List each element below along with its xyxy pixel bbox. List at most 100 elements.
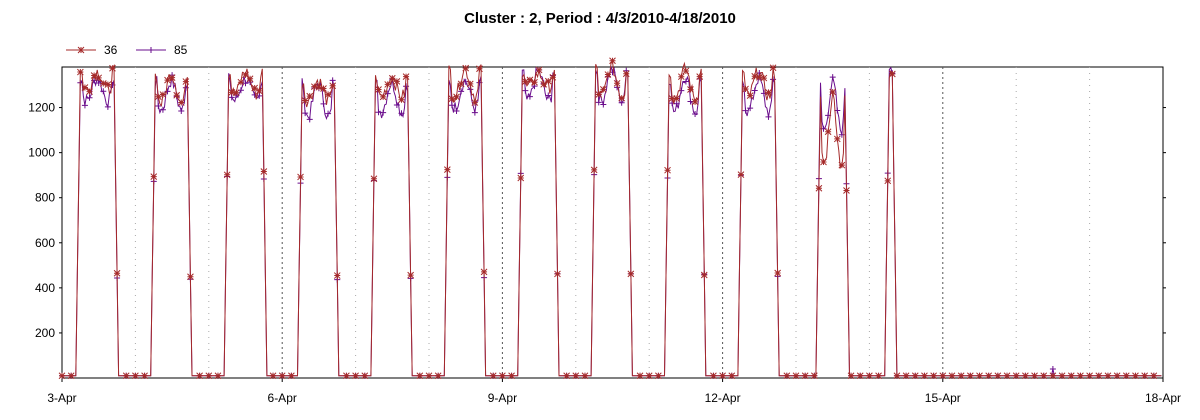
series-point-36 [58,372,66,380]
series-point-36 [90,72,98,79]
series-point-85 [306,116,313,123]
series-point-36 [677,73,685,81]
series-point-36 [755,73,763,81]
series-point-36 [710,372,717,380]
series-point-36 [801,372,809,380]
series-point-36 [508,372,515,380]
series-point-85 [86,94,93,101]
y-tick-label: 800 [35,191,55,205]
series-point-36 [581,372,589,380]
series-point-36 [288,372,295,380]
series-point-85 [228,94,235,101]
series-point-36 [278,372,286,380]
series-point-36 [655,372,662,380]
series-point-36 [246,75,254,83]
x-tick-label: 9-Apr [488,391,517,405]
series-point-85 [453,107,460,114]
series-point-36 [462,64,470,72]
series-point-85 [595,99,602,106]
series-point-36 [416,372,424,380]
series-point-36 [599,86,607,93]
x-tick-label: 18-Apr [1145,391,1181,405]
series-point-36 [297,173,304,181]
series-point-85 [751,87,758,94]
series-point-36 [466,80,474,88]
series-point-36 [535,66,543,74]
series-point-36 [113,269,121,277]
series-point-36 [1132,372,1139,380]
series-point-36 [994,372,1002,380]
series-point-36 [774,269,782,277]
series-point-85 [320,100,327,107]
series-point-36 [526,76,534,84]
series-point-36 [1067,372,1075,380]
series-point-36 [911,372,919,380]
series-point-36 [324,91,332,98]
y-tick-label: 600 [35,236,55,250]
series-point-36 [540,80,548,88]
series-point-36 [590,166,598,174]
series-point-36 [480,268,488,276]
series-point-85 [178,108,185,115]
series-point-36 [1040,372,1048,380]
series-point-36 [930,372,937,380]
series-point-36 [838,161,846,169]
series-point-36 [833,135,841,143]
y-tick-label: 200 [35,326,55,340]
series-point-36 [232,89,240,97]
series-point-85 [100,88,107,95]
series-point-36 [223,171,231,179]
series-point-36 [696,73,704,80]
series-point-85 [471,109,478,116]
series-point-36 [1049,372,1057,380]
series-point-85 [522,87,529,94]
series-point-85 [458,88,465,95]
series-point-36 [251,84,259,92]
series-point-36 [164,76,171,84]
series-point-36 [1058,372,1066,380]
series-point-85 [692,111,699,118]
series-point-36 [737,171,745,178]
series-point-36 [182,78,190,85]
series-point-36 [132,372,139,380]
series-point-36 [856,372,864,380]
series-point-36 [260,168,268,175]
series-point-85 [742,107,749,114]
series-point-36 [866,372,873,380]
series-point-85 [765,113,772,120]
series-point-36 [237,78,245,86]
series-point-85 [770,76,777,83]
series-point-36 [976,372,983,380]
series-point-36 [824,128,832,136]
series-point-36 [104,81,112,88]
series-point-36 [370,175,378,183]
series-point-36 [627,270,635,278]
series-point-36 [443,166,451,173]
series-point-36 [820,158,827,166]
series-point-36 [393,77,401,85]
y-tick-label: 1200 [28,101,55,115]
series-point-36 [847,372,855,380]
series-point-36 [154,93,162,101]
series-point-36 [379,93,387,101]
series-point-36 [320,85,327,92]
series-point-85 [325,110,332,117]
series-point-85 [747,105,754,112]
series-point-36 [622,70,630,78]
series-point-85 [682,78,689,85]
series-point-36 [352,372,359,380]
series-point-36 [636,372,644,380]
series-point-36 [1022,372,1029,380]
series-point-36 [1077,372,1084,380]
series-point-36 [310,83,318,91]
series-point-36 [159,91,167,98]
series-point-85 [159,106,166,113]
series-point-36 [384,81,392,88]
series-point-36 [613,79,621,87]
series-point-36 [884,177,892,185]
series-point-36 [664,166,671,174]
series-point-36 [783,372,791,380]
series-point-36 [742,85,749,93]
